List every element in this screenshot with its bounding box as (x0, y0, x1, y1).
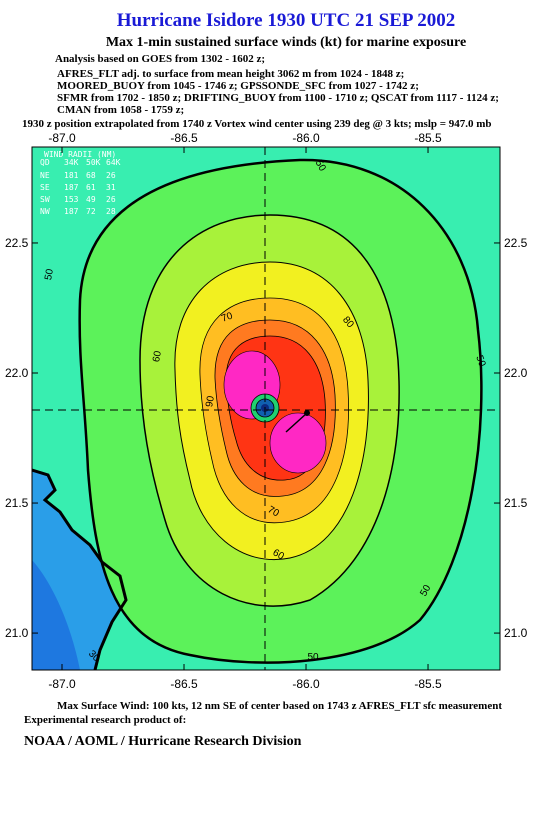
x-tick-label: -86.0 (292, 677, 320, 691)
radii-header: 34K (64, 158, 79, 167)
contour-label: 70 (220, 310, 235, 324)
contour-95 (269, 412, 327, 474)
y-tick-label: 22.0 (5, 366, 29, 380)
radii-cell: 72 (86, 207, 96, 216)
contour-label: 50 (418, 583, 433, 599)
radii-cell: 49 (86, 195, 96, 204)
contour-label: 60 (271, 547, 287, 562)
product-note: Experimental research product of: (24, 714, 186, 726)
contour-label: 70 (266, 504, 282, 519)
radii-cell: 31 (106, 183, 116, 192)
title: Hurricane Isidore 1930 UTC 21 SEP 2002 (117, 10, 456, 31)
x-tick-label: -86.5 (170, 677, 198, 691)
y-tick-label: 22.5 (504, 236, 528, 250)
contour-label: 50 (43, 268, 56, 281)
radii-cell: 181 (64, 171, 79, 180)
y-tick-label: 21.0 (5, 626, 29, 640)
contour-label: 90 (204, 395, 217, 408)
organization: NOAA / AOML / Hurricane Research Divisio… (24, 734, 302, 749)
vortex-fix (304, 410, 310, 416)
low-wind-area (32, 560, 80, 670)
radii-cell: SE (40, 183, 50, 192)
radii-cell: NE (40, 171, 50, 180)
subtitle: Max 1-min sustained surface winds (kt) f… (106, 35, 466, 50)
y-tick-label: 21.5 (5, 496, 29, 510)
radii-cell: NW (40, 207, 50, 216)
radii-cell: 187 (64, 207, 79, 216)
x-tick-label: -87.0 (48, 677, 76, 691)
x-tick-label: -85.5 (414, 131, 442, 145)
radii-cell: 26 (106, 171, 116, 180)
wind-field (32, 147, 500, 670)
radii-title: WIND RADII (NM) (44, 150, 116, 159)
radii-cell: 28 (106, 207, 116, 216)
radii-cell: 187 (64, 183, 79, 192)
radii-cell: SW (40, 195, 50, 204)
wind-radii-table: WIND RADII (NM)QD 34K 50K 64K NE 181 68 26 SE 187… (40, 150, 121, 216)
analysis: Analysis based on GOES from 1302 - 1602 … (55, 53, 499, 116)
map-frame (31, 146, 501, 671)
x-tick-label: -86.0 (292, 131, 320, 145)
radii-cell: 26 (106, 195, 116, 204)
radii-header: 50K (86, 158, 101, 167)
radii-header: QD (40, 158, 50, 167)
contour-label: 60 (151, 350, 164, 363)
contour-label: 50 (473, 354, 487, 369)
y-tick-label: 21.0 (504, 626, 528, 640)
x-tick-label: -85.5 (414, 677, 442, 691)
analysis-line: MOORED_BUOY from 1045 - 1746 z; GPSSONDE… (57, 80, 419, 92)
contour-label: 50 (307, 652, 319, 663)
radii-cell: 153 (64, 195, 79, 204)
track-vector (285, 412, 308, 433)
coastline (32, 468, 128, 670)
position-note: 1930 z position extrapolated from 1740 z… (22, 118, 492, 130)
analysis-line: AFRES_FLT adj. to surface from mean heig… (57, 68, 404, 80)
radii-header: 64K (106, 158, 121, 167)
contour-label: 50 (313, 158, 328, 174)
max-wind-note: Max Surface Wind: 100 kts, 12 nm SE of c… (57, 700, 502, 712)
x-tick-label: -86.5 (170, 131, 198, 145)
radii-cell: 61 (86, 183, 96, 192)
x-tick-label: -87.0 (48, 131, 76, 145)
y-tick-label: 22.0 (504, 366, 528, 380)
radii-cell: 68 (86, 171, 96, 180)
y-tick-label: 21.5 (504, 496, 528, 510)
analysis-line: SFMR from 1702 - 1850 z; DRIFTING_BUOY f… (57, 92, 499, 104)
y-tick-label: 22.5 (5, 236, 29, 250)
analysis-line: CMAN from 1058 - 1759 z; (57, 104, 184, 116)
analysis-line: Analysis based on GOES from 1302 - 1602 … (55, 53, 265, 65)
